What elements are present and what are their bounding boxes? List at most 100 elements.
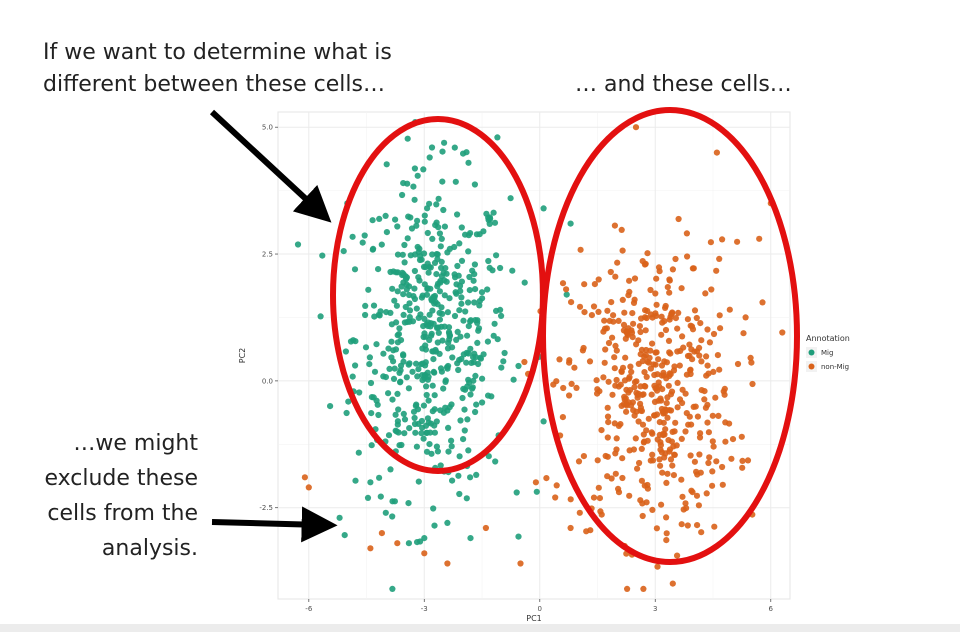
- point-mig: [455, 472, 462, 479]
- point-mig: [540, 418, 547, 425]
- point-mig: [427, 264, 434, 271]
- point-mig: [463, 359, 470, 366]
- point-non-mig: [604, 453, 611, 460]
- point-non-mig: [559, 280, 567, 287]
- point-mig: [362, 311, 369, 319]
- point-non-mig: [705, 459, 712, 467]
- point-non-mig: [680, 506, 687, 513]
- point-non-mig: [305, 484, 312, 491]
- point-mig: [461, 406, 468, 413]
- point-non-mig: [659, 469, 666, 476]
- point-mig: [395, 406, 402, 413]
- point-mig: [446, 333, 453, 340]
- point-non-mig: [638, 477, 646, 484]
- point-mig: [356, 389, 363, 396]
- point-non-mig: [656, 383, 663, 390]
- point-mig: [420, 166, 427, 173]
- point-mig: [484, 286, 491, 293]
- point-mig: [424, 205, 431, 212]
- point-mig: [458, 224, 465, 231]
- point-mig: [406, 318, 413, 325]
- point-mig: [400, 291, 407, 298]
- point-mig: [394, 223, 401, 230]
- point-non-mig: [663, 530, 670, 537]
- point-mig: [567, 220, 574, 227]
- point-mig: [453, 336, 460, 343]
- point-mig: [470, 277, 477, 284]
- legend: Annotation Mig non-Mig: [806, 334, 850, 372]
- point-non-mig: [663, 537, 670, 544]
- point-non-mig: [655, 356, 662, 363]
- point-mig: [423, 391, 430, 399]
- point-mig: [456, 490, 463, 498]
- point-mig: [415, 274, 422, 281]
- point-non-mig: [687, 322, 694, 329]
- point-non-mig: [671, 363, 678, 370]
- point-mig: [370, 302, 378, 309]
- point-mig: [400, 358, 407, 365]
- point-mig: [473, 471, 480, 478]
- point-mig: [406, 283, 413, 290]
- point-mig: [411, 196, 418, 203]
- point-non-mig: [719, 481, 726, 488]
- point-non-mig: [552, 494, 559, 501]
- point-non-mig: [726, 306, 733, 313]
- point-mig: [367, 379, 375, 387]
- point-mig: [437, 462, 444, 469]
- point-non-mig: [694, 413, 702, 420]
- point-mig: [390, 375, 398, 382]
- point-non-mig: [669, 266, 677, 273]
- point-mig: [436, 316, 443, 323]
- point-mig: [440, 206, 447, 214]
- point-non-mig: [748, 359, 755, 366]
- point-mig: [365, 286, 372, 293]
- point-mig: [415, 478, 422, 485]
- point-non-mig: [640, 585, 647, 593]
- point-mig: [429, 235, 436, 242]
- point-non-mig: [683, 230, 691, 237]
- point-non-mig: [740, 330, 747, 337]
- annotation-top-left-line2: different between these cells…: [43, 72, 385, 97]
- point-non-mig: [567, 524, 574, 532]
- point-mig: [413, 360, 420, 367]
- point-non-mig: [658, 313, 665, 320]
- point-non-mig: [619, 296, 626, 303]
- point-mig: [396, 325, 403, 332]
- point-mig: [472, 353, 479, 361]
- point-mig: [478, 289, 486, 296]
- point-mig: [361, 232, 368, 239]
- point-non-mig: [678, 521, 685, 528]
- point-mig: [419, 424, 426, 431]
- point-non-mig: [643, 314, 650, 322]
- point-non-mig: [642, 383, 649, 390]
- point-mig: [413, 401, 420, 408]
- point-mig: [488, 393, 495, 400]
- point-non-mig: [682, 428, 689, 435]
- point-non-mig: [612, 273, 619, 280]
- point-mig: [468, 359, 475, 366]
- point-non-mig: [517, 560, 524, 567]
- point-non-mig: [716, 366, 723, 373]
- annotation-top-left-line1: If we want to determine what is: [43, 40, 392, 65]
- point-mig: [455, 366, 462, 374]
- point-non-mig: [686, 341, 693, 348]
- point-non-mig: [719, 463, 726, 471]
- point-mig: [391, 297, 398, 304]
- point-mig: [399, 191, 406, 199]
- point-non-mig: [615, 422, 623, 429]
- point-non-mig: [704, 419, 711, 426]
- point-mig: [430, 356, 437, 363]
- point-mig: [435, 224, 442, 231]
- point-mig: [345, 398, 352, 405]
- point-non-mig: [662, 426, 669, 433]
- point-mig: [417, 253, 424, 260]
- x-axis-title: PC1: [526, 614, 542, 623]
- point-mig: [452, 178, 459, 185]
- point-mig: [434, 448, 441, 455]
- point-mig: [425, 269, 432, 276]
- point-non-mig: [672, 419, 679, 426]
- point-mig: [385, 432, 393, 439]
- point-non-mig: [674, 552, 681, 559]
- point-non-mig: [615, 383, 622, 390]
- point-non-mig: [645, 415, 652, 422]
